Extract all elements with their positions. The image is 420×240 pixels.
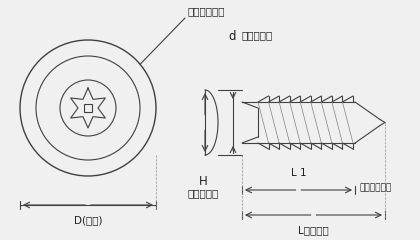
Text: （頭高さ）: （頭高さ）: [187, 188, 219, 198]
Text: H: H: [199, 175, 207, 188]
Bar: [84, 104, 92, 112]
Text: （ねじ径）: （ねじ径）: [241, 30, 272, 40]
Text: ロックスター: ロックスター: [187, 6, 225, 16]
Text: （働き長さ）: （働き長さ）: [359, 183, 391, 192]
Text: L（全長）: L（全長）: [298, 225, 329, 235]
Text: d: d: [228, 30, 236, 43]
Text: L 1: L 1: [291, 168, 306, 178]
Text: D(頭径): D(頭径): [74, 215, 102, 225]
